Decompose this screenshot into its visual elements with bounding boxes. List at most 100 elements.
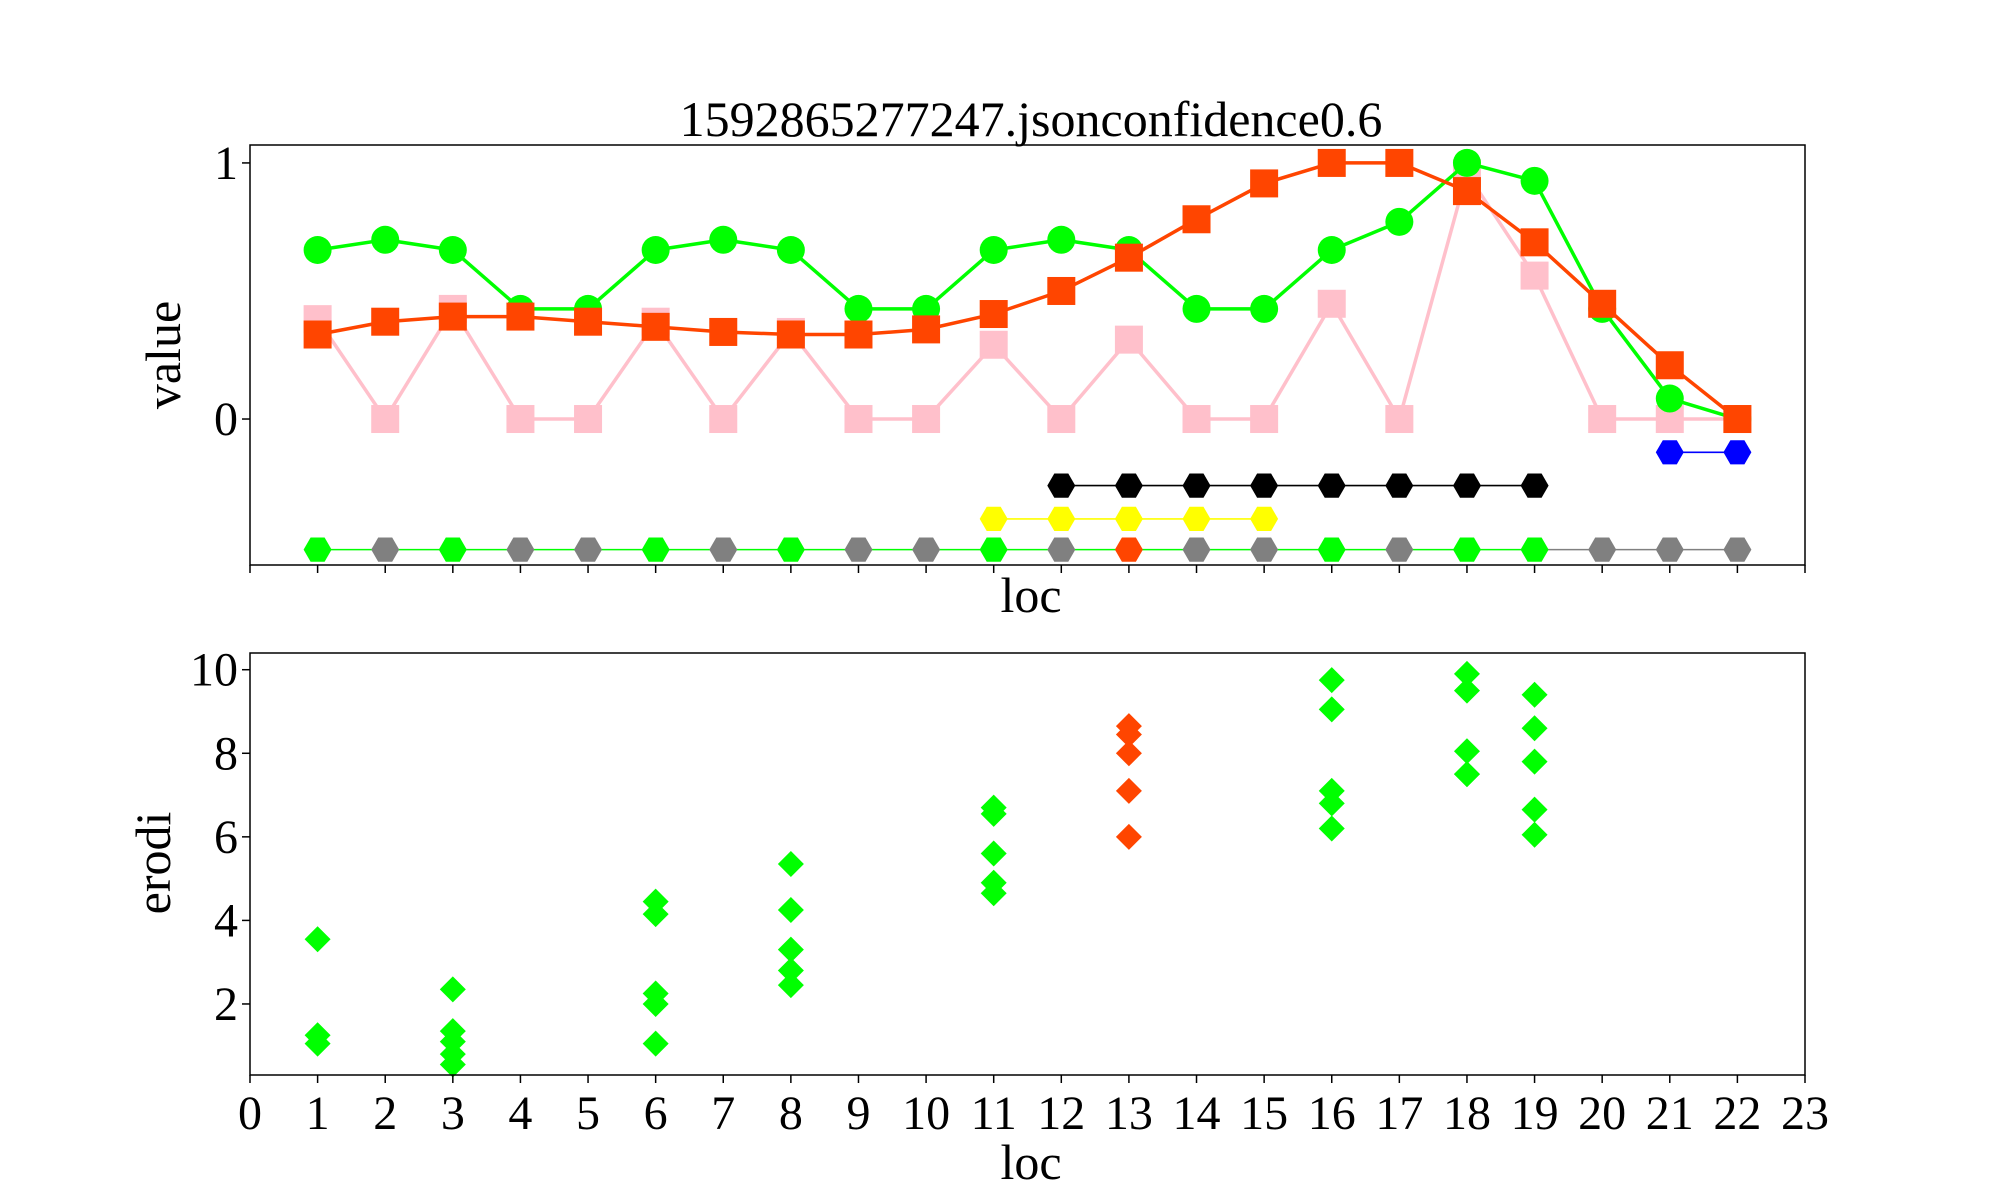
bottom-series-0-point <box>642 990 669 1017</box>
bottom-series-0-point <box>304 926 331 953</box>
top-series-4-point <box>1385 473 1414 498</box>
top-series-2-point <box>1655 351 1684 380</box>
top-xticks <box>249 565 1806 573</box>
top-series-1-point <box>1385 207 1414 236</box>
top-series-6-point <box>1047 537 1076 562</box>
top-series-6-point <box>776 537 805 562</box>
top-series-1-point <box>844 294 873 323</box>
top-y-axis-label: value <box>135 301 191 409</box>
bottom-series-1 <box>1115 713 1142 850</box>
top-series-5-point <box>979 506 1008 531</box>
top-series-2-point <box>438 302 467 331</box>
bottom-series-0-point <box>980 800 1007 827</box>
top-series-2-point <box>776 320 805 349</box>
top-series-5-point <box>1250 506 1279 531</box>
bottom-series-0-point <box>777 936 804 963</box>
top-series-1-point <box>776 236 805 264</box>
top-series-6-point <box>1723 537 1752 562</box>
top-series-3 <box>1655 440 1752 465</box>
top-ytick-label: 1 <box>214 137 238 190</box>
top-series-2-point <box>1452 177 1481 206</box>
bottom-xtick-label: 18 <box>1443 1087 1491 1140</box>
bottom-series-0-point <box>1453 660 1480 687</box>
bottom-series-0-point <box>1521 796 1548 823</box>
top-series-1-segment <box>1533 180 1604 310</box>
top-series-0-point <box>1520 261 1549 290</box>
top-series-1-point <box>371 225 400 254</box>
top-series-2-point <box>979 300 1008 329</box>
bottom-xtick-label: 17 <box>1375 1087 1423 1140</box>
top-series-5-point <box>1182 506 1211 531</box>
top-series-2-point <box>844 320 873 349</box>
top-series-1-point <box>1317 236 1346 264</box>
top-series-5 <box>979 506 1279 531</box>
bottom-ytick-label: 8 <box>214 727 238 780</box>
top-series-4-point <box>1114 473 1143 498</box>
bottom-series-0-point <box>1453 738 1480 765</box>
bottom-x-axis-label: loc <box>1000 1134 1061 1190</box>
bottom-series-0-point <box>1521 681 1548 708</box>
top-series-6 <box>303 537 1752 562</box>
top-series-0-point <box>979 330 1008 359</box>
top-yticks: 01 <box>214 137 250 446</box>
bottom-xtick-label: 14 <box>1173 1087 1221 1140</box>
top-series-2-point <box>303 320 332 349</box>
top-series-6-point <box>1520 537 1549 562</box>
bottom-xtick-label: 12 <box>1037 1087 1085 1140</box>
top-series-3-point <box>1655 440 1684 465</box>
top-series-2-point <box>1520 228 1549 257</box>
top-series-6-point <box>979 537 1008 562</box>
bottom-xtick-label: 21 <box>1646 1087 1694 1140</box>
bottom-xtick-label: 19 <box>1511 1087 1559 1140</box>
bottom-series-0-point <box>439 976 466 1003</box>
top-series-6-point <box>1453 537 1481 562</box>
top-series-4-point <box>1250 473 1279 498</box>
top-series-1-point <box>303 236 332 264</box>
top-series-4-point <box>1520 473 1549 498</box>
bottom-series-0-point <box>777 957 804 984</box>
top-series-4-point <box>1317 473 1346 498</box>
top-panel: 01 loc value <box>135 137 1806 623</box>
top-series-1-point <box>438 236 467 264</box>
bottom-series-1-point <box>1115 777 1142 804</box>
bottom-ytick-label: 10 <box>190 644 238 697</box>
bottom-series-0-point <box>777 972 804 999</box>
top-series-6-point <box>574 537 602 562</box>
top-series-2-point <box>641 312 670 341</box>
top-series-6-point <box>641 537 670 562</box>
bottom-xtick-label: 1 <box>306 1087 330 1140</box>
top-series-6-point <box>1588 537 1617 562</box>
top-series-1-point <box>1452 148 1481 177</box>
bottom-series-0-point <box>980 840 1007 867</box>
top-series-0-point <box>709 405 738 434</box>
top-series-2-point <box>1182 205 1211 234</box>
top-series-2-point <box>371 307 400 336</box>
top-series-6-point <box>709 537 738 562</box>
bottom-xticks: 0 1 2 3 4 5 6 7 8 9 10 11 12 13 14 15 16 17 18 19 20 21 22 23 <box>238 1075 1829 1140</box>
top-series-0-point <box>506 405 535 434</box>
top-series-2-point <box>1114 243 1143 272</box>
bottom-series-0-point <box>439 1051 466 1078</box>
top-series-0-point <box>574 405 603 434</box>
top-series-0-segment <box>1262 302 1334 420</box>
bottom-series-0-point <box>1318 696 1345 723</box>
chart-title: 1592865277247.jsonconfidence0.6 <box>680 91 1383 147</box>
top-series-2-point <box>574 307 603 336</box>
bottom-xtick-label: 0 <box>238 1087 262 1140</box>
top-series-1-point <box>1047 225 1076 254</box>
top-series-6-point <box>844 537 873 562</box>
top-series-6-point <box>506 537 535 562</box>
top-series-6-point <box>1182 537 1211 562</box>
top-series-6-point <box>438 537 467 562</box>
bottom-axes-frame <box>249 652 1806 1076</box>
top-series-1-point <box>1520 166 1549 195</box>
bottom-series-0-point <box>1453 677 1480 704</box>
bottom-xtick-label: 4 <box>508 1087 532 1140</box>
top-series-0-segment <box>1397 172 1469 420</box>
bottom-series-0-point <box>1453 761 1480 788</box>
bottom-series-0-point <box>1318 790 1345 817</box>
top-series-0-point <box>844 405 873 434</box>
bottom-xtick-label: 13 <box>1105 1087 1153 1140</box>
